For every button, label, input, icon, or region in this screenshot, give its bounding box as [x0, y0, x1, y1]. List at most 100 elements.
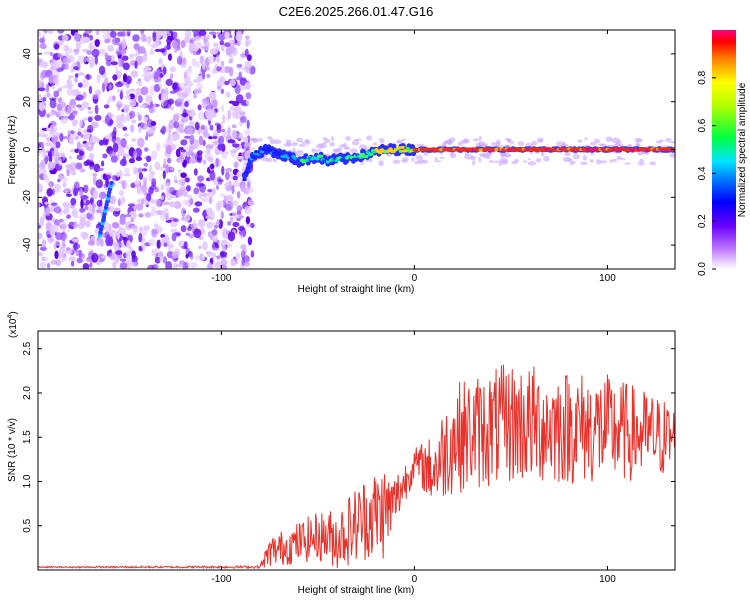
- noise-blob: [169, 201, 176, 208]
- noise-blob: [80, 221, 84, 228]
- noise-blob: [118, 44, 123, 51]
- band-halo-blob: [589, 141, 597, 146]
- band-halo-blob: [564, 152, 571, 156]
- noise-blob: [192, 207, 200, 213]
- noise-blob: [86, 212, 93, 220]
- noise-blob: [163, 99, 172, 109]
- noise-blob: [122, 236, 127, 241]
- noise-blob: [189, 134, 195, 145]
- noise-blob: [220, 210, 224, 219]
- noise-blob: [88, 85, 93, 95]
- noise-blob: [219, 193, 225, 198]
- noise-blob: [49, 182, 53, 189]
- noise-blob: [242, 66, 250, 71]
- noise-blob: [152, 32, 157, 42]
- noise-blob: [87, 116, 93, 123]
- noise-blob: [43, 257, 49, 262]
- noise-blob: [213, 262, 222, 269]
- band-halo-blob: [329, 142, 335, 147]
- noise-blob: [178, 178, 186, 187]
- band-halo-blob: [600, 160, 607, 164]
- noise-blob: [235, 94, 244, 104]
- noise-blob: [238, 230, 244, 236]
- noise-blob: [195, 255, 201, 261]
- noise-blob: [89, 262, 93, 268]
- noise-blob: [197, 104, 202, 111]
- noise-blob: [50, 230, 55, 237]
- band-halo-blob: [525, 142, 534, 148]
- noise-blob: [66, 87, 73, 97]
- band-halo-blob: [569, 162, 574, 166]
- noise-blob: [124, 95, 131, 99]
- noise-blob: [66, 214, 71, 219]
- noise-blob: [86, 55, 95, 63]
- band-halo-blob: [311, 148, 316, 154]
- noise-blob: [119, 217, 126, 226]
- noise-blob: [146, 119, 154, 128]
- noise-blob: [122, 73, 128, 83]
- noise-blob: [140, 242, 146, 249]
- noise-blob: [83, 55, 87, 63]
- noise-blob: [89, 198, 94, 204]
- noise-blob: [92, 45, 96, 50]
- noise-blob: [116, 88, 121, 93]
- noise-blob: [225, 91, 231, 98]
- noise-blob: [62, 181, 67, 188]
- noise-blob: [175, 148, 181, 158]
- noise-blob: [244, 82, 252, 90]
- noise-blob: [125, 89, 131, 97]
- track-core: [242, 177, 247, 182]
- noise-blob: [42, 150, 47, 159]
- noise-blob: [41, 239, 47, 248]
- noise-blob: [58, 246, 65, 256]
- noise-blob: [218, 135, 225, 145]
- noise-blob: [217, 143, 224, 151]
- noise-blob: [194, 35, 201, 42]
- noise-blob: [232, 175, 238, 181]
- noise-blob: [57, 53, 63, 58]
- noise-blob: [105, 59, 112, 67]
- noise-blob: [136, 198, 141, 204]
- noise-blob: [88, 160, 95, 170]
- noise-blob: [76, 104, 83, 108]
- noise-blob: [190, 223, 198, 229]
- noise-blob: [69, 112, 74, 121]
- band-halo-blob: [392, 159, 401, 164]
- noise-blob: [185, 151, 191, 158]
- noise-blob: [131, 138, 137, 142]
- noise-blob: [129, 59, 136, 66]
- noise-blob: [119, 158, 127, 167]
- noise-blob: [185, 185, 191, 192]
- noise-blob: [75, 162, 83, 170]
- noise-blob: [123, 133, 130, 137]
- noise-blob: [213, 224, 219, 229]
- noise-blob: [178, 169, 182, 175]
- noise-blob: [193, 88, 202, 94]
- noise-blob: [88, 240, 95, 246]
- track-core: [339, 158, 344, 162]
- band-halo-blob: [250, 137, 256, 141]
- noise-blob: [102, 33, 109, 40]
- noise-blob: [203, 129, 208, 136]
- noise-blob: [232, 210, 237, 219]
- noise-blob: [229, 66, 234, 77]
- noise-blob: [208, 31, 217, 35]
- noise-blob: [95, 30, 100, 36]
- noise-blob: [143, 116, 148, 122]
- noise-blob: [180, 225, 187, 233]
- noise-blob: [79, 119, 83, 128]
- noise-blob: [206, 207, 214, 216]
- noise-blob: [129, 93, 135, 100]
- noise-blob: [224, 80, 230, 86]
- noise-blob: [60, 218, 67, 229]
- noise-blob: [73, 31, 81, 42]
- noise-blob: [185, 86, 192, 96]
- noise-blob: [118, 196, 126, 206]
- noise-blob: [88, 152, 95, 160]
- band-halo-blob: [318, 143, 327, 149]
- track-core: [304, 158, 310, 162]
- noise-blob: [167, 157, 172, 164]
- noise-blob: [132, 34, 140, 42]
- noise-blob: [82, 263, 90, 269]
- noise-blob: [140, 30, 145, 35]
